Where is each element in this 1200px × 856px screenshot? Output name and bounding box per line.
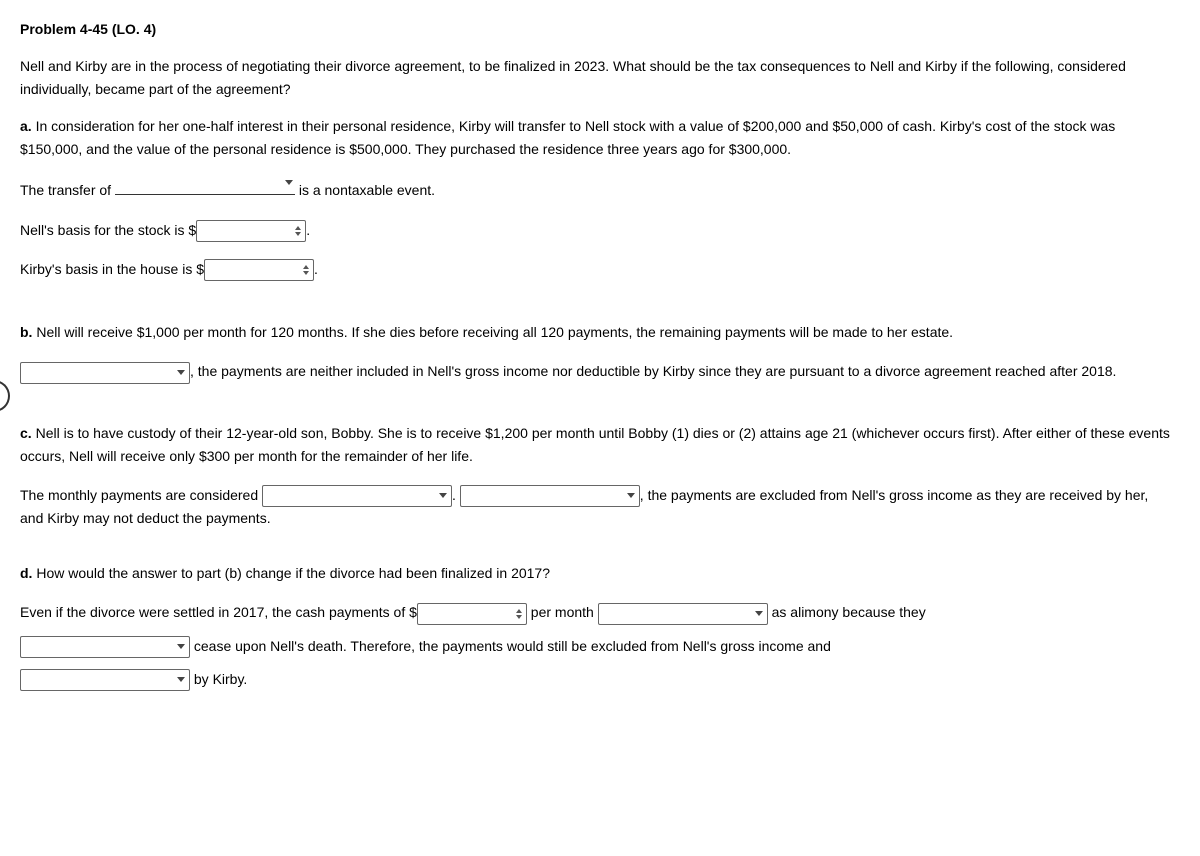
- payments-reason-dropdown[interactable]: [460, 485, 640, 507]
- part-d-line1: Even if the divorce were settled in 2017…: [20, 601, 1172, 624]
- part-b-dropdown[interactable]: [20, 362, 190, 384]
- chevron-down-icon: [177, 370, 185, 375]
- problem-intro: Nell and Kirby are in the process of neg…: [20, 55, 1172, 101]
- kirby-house-basis-input[interactable]: [204, 259, 314, 281]
- part-a-line2-pre: Nell's basis for the stock is $: [20, 222, 196, 238]
- part-c-line1: The monthly payments are considered . , …: [20, 484, 1172, 530]
- part-a-line2: Nell's basis for the stock is $.: [20, 219, 1172, 242]
- transfer-of-dropdown[interactable]: [115, 177, 295, 195]
- part-d-line1-mid2: as alimony because they: [772, 604, 926, 620]
- chevron-down-icon: [627, 493, 635, 498]
- part-c-label: c.: [20, 425, 32, 441]
- part-c-line1-mid: .: [452, 487, 456, 503]
- cease-dropdown[interactable]: [20, 636, 190, 658]
- part-a-line2-post: .: [306, 222, 310, 238]
- nell-stock-basis-input[interactable]: [196, 220, 306, 242]
- payments-considered-dropdown[interactable]: [262, 485, 452, 507]
- part-b: b. Nell will receive $1,000 per month fo…: [20, 321, 1172, 344]
- part-d-line1-pre: Even if the divorce were settled in 2017…: [20, 604, 417, 620]
- part-c-text: Nell is to have custody of their 12-year…: [20, 425, 1170, 464]
- part-d-line2-post: cease upon Nell's death. Therefore, the …: [194, 638, 831, 654]
- part-d-line3: by Kirby.: [20, 668, 1172, 691]
- alimony-qualify-dropdown[interactable]: [598, 603, 768, 625]
- part-b-line1-post: , the payments are neither included in N…: [190, 363, 1116, 379]
- part-a-line3-pre: Kirby's basis in the house is $: [20, 261, 204, 277]
- chevron-down-icon: [439, 493, 447, 498]
- problem-page: { "title": "Problem 4-45 (LO. 4)", "intr…: [0, 0, 1200, 709]
- chevron-down-icon: [285, 180, 293, 185]
- part-b-line1: , the payments are neither included in N…: [20, 360, 1172, 383]
- part-d: d. How would the answer to part (b) chan…: [20, 562, 1172, 585]
- part-b-text: Nell will receive $1,000 per month for 1…: [36, 324, 953, 340]
- chevron-down-icon: [177, 644, 185, 649]
- part-a-line1-post: is a nontaxable event.: [299, 182, 435, 198]
- part-a-line1: The transfer of is a nontaxable event.: [20, 177, 1172, 202]
- part-c-line1-pre: The monthly payments are considered: [20, 487, 258, 503]
- part-d-line1-mid1: per month: [531, 604, 594, 620]
- chevron-down-icon: [177, 677, 185, 682]
- part-d-line3-post: by Kirby.: [194, 671, 247, 687]
- problem-title: Problem 4-45 (LO. 4): [20, 18, 1172, 41]
- part-d-line2: cease upon Nell's death. Therefore, the …: [20, 635, 1172, 658]
- part-a-label: a.: [20, 118, 32, 134]
- chevron-down-icon: [755, 611, 763, 616]
- part-b-label: b.: [20, 324, 32, 340]
- part-d-text: How would the answer to part (b) change …: [36, 565, 550, 581]
- deductible-dropdown[interactable]: [20, 669, 190, 691]
- part-c: c. Nell is to have custody of their 12-y…: [20, 422, 1172, 468]
- part-a: a. In consideration for her one-half int…: [20, 115, 1172, 161]
- part-a-line3-post: .: [314, 261, 318, 277]
- part-a-line3: Kirby's basis in the house is $.: [20, 258, 1172, 281]
- part-d-label: d.: [20, 565, 32, 581]
- part-a-line1-pre: The transfer of: [20, 182, 111, 198]
- cash-payments-input[interactable]: [417, 603, 527, 625]
- part-a-text: In consideration for her one-half intere…: [20, 118, 1115, 157]
